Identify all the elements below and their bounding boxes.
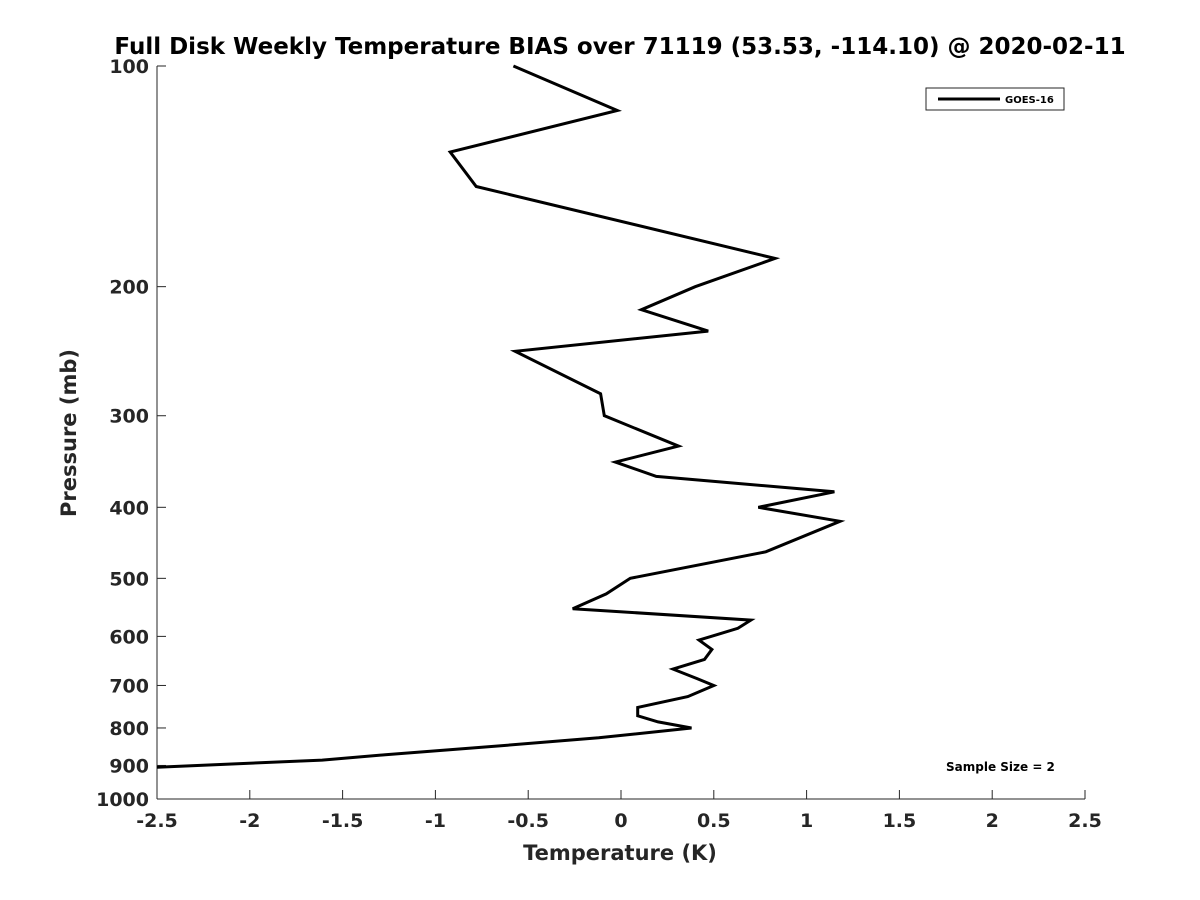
legend: GOES-16 bbox=[925, 87, 1065, 111]
chart-title: Full Disk Weekly Temperature BIAS over 7… bbox=[114, 34, 1125, 60]
y-tick-label: 200 bbox=[109, 277, 149, 299]
x-tick-label: 1 bbox=[800, 810, 813, 832]
x-tick-label: -2 bbox=[239, 810, 260, 832]
y-tick-label: 800 bbox=[109, 718, 149, 740]
series-group bbox=[156, 64, 846, 769]
y-tick-label: 700 bbox=[109, 675, 149, 697]
y-tick-label: 300 bbox=[109, 406, 149, 428]
y-axis-label: Pressure (mb) bbox=[57, 349, 81, 517]
y-tick-label: 600 bbox=[109, 626, 149, 648]
axes: -2.5 -2 -1.5 -1 -0.5 0 0.5 1 1.5 2 2.5 100 200 300 400… bbox=[96, 56, 1102, 832]
x-tick-label: 0.5 bbox=[697, 810, 731, 832]
x-tick-label: -1 bbox=[425, 810, 446, 832]
y-tick-label: 1000 bbox=[96, 789, 149, 811]
y-tick-label: 900 bbox=[109, 755, 149, 777]
x-tick-label: 2 bbox=[986, 810, 999, 832]
series-line-goes-16 bbox=[156, 64, 846, 769]
x-axis-label: Temperature (K) bbox=[523, 841, 717, 865]
y-tick-label: 100 bbox=[109, 56, 149, 78]
y-tick-label: 500 bbox=[109, 568, 149, 590]
x-tick-label: -1.5 bbox=[322, 810, 364, 832]
x-tick-label: -0.5 bbox=[507, 810, 549, 832]
y-tick-label: 400 bbox=[109, 497, 149, 519]
x-tick-label: 1.5 bbox=[883, 810, 917, 832]
legend-label: GOES-16 bbox=[1005, 95, 1054, 106]
x-tick-label: 2.5 bbox=[1068, 810, 1102, 832]
sample-size-annotation: Sample Size = 2 bbox=[946, 760, 1055, 774]
x-tick-label: 0 bbox=[614, 810, 627, 832]
x-tick-label: -2.5 bbox=[136, 810, 178, 832]
